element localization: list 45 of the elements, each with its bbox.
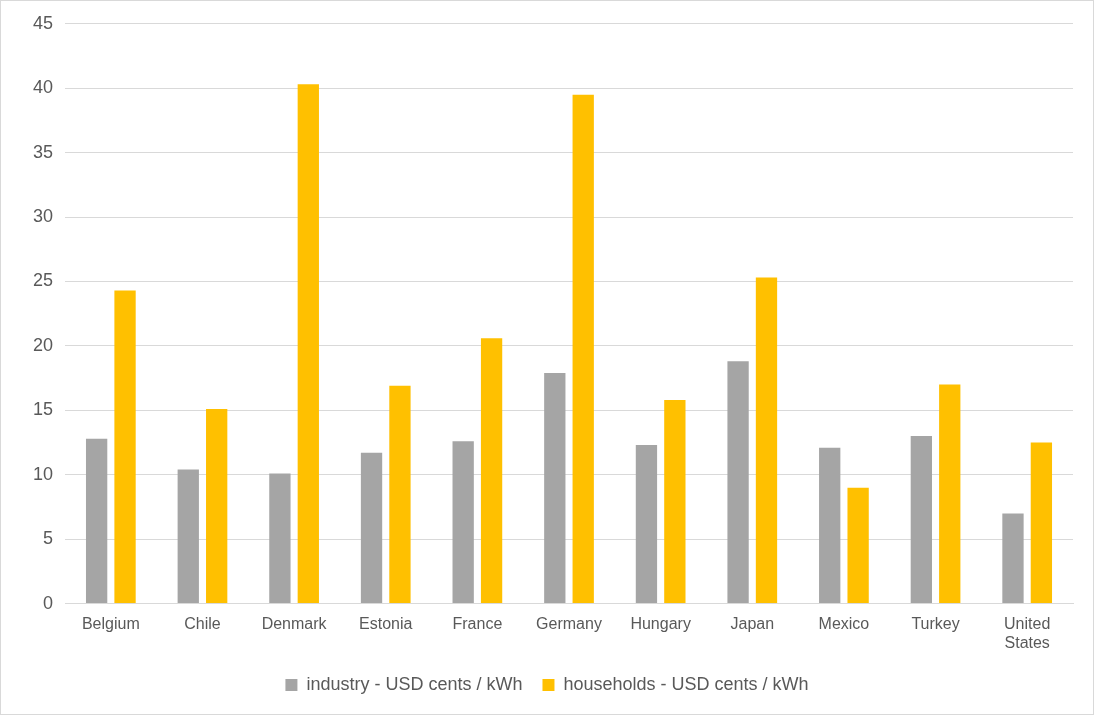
bar <box>664 400 686 604</box>
x-tick-label: Japan <box>730 614 775 632</box>
x-tick-label: Germany <box>536 614 602 632</box>
y-tick-label: 10 <box>32 463 54 484</box>
bar <box>910 436 932 604</box>
bar <box>480 338 503 604</box>
y-tick-label: 45 <box>32 12 54 33</box>
bar <box>389 385 411 604</box>
bar <box>297 84 319 604</box>
bar <box>85 438 108 604</box>
y-tick-label: 30 <box>32 206 54 227</box>
bar <box>360 452 383 604</box>
x-tick-label: France <box>452 614 503 632</box>
bar <box>755 277 778 604</box>
bar <box>1030 442 1053 604</box>
bar <box>847 487 869 604</box>
x-tick-label: Chile <box>184 614 221 632</box>
bar <box>206 409 228 604</box>
y-tick-label: 0 <box>43 592 54 613</box>
bar <box>544 372 566 604</box>
bar <box>452 441 474 604</box>
x-tick-label: United States <box>1004 614 1051 651</box>
y-tick-label: 5 <box>43 528 54 549</box>
bar <box>819 447 841 604</box>
bar <box>572 94 594 604</box>
bar <box>269 473 291 604</box>
y-tick-label: 15 <box>32 399 54 420</box>
bar <box>114 290 136 604</box>
x-tick-label: Belgium <box>81 614 140 632</box>
x-tick-label: Turkey <box>911 614 960 632</box>
bar <box>939 384 961 604</box>
bar <box>177 469 199 604</box>
x-tick-label: Mexico <box>818 614 870 632</box>
y-tick-label: 25 <box>32 270 54 291</box>
y-tick-label: 40 <box>32 77 54 98</box>
y-tick-label: 20 <box>32 334 54 355</box>
bar <box>635 445 658 604</box>
bar <box>1002 513 1024 604</box>
x-tick-label: Hungary <box>630 614 691 632</box>
legend-label: industry - USD cents / kWh <box>306 673 523 694</box>
x-tick-label: Denmark <box>261 614 328 632</box>
bar <box>727 361 749 604</box>
y-tick-label: 35 <box>32 141 54 162</box>
x-tick-label: Estonia <box>359 614 413 632</box>
legend-label: households - USD cents / kWh <box>563 673 809 694</box>
